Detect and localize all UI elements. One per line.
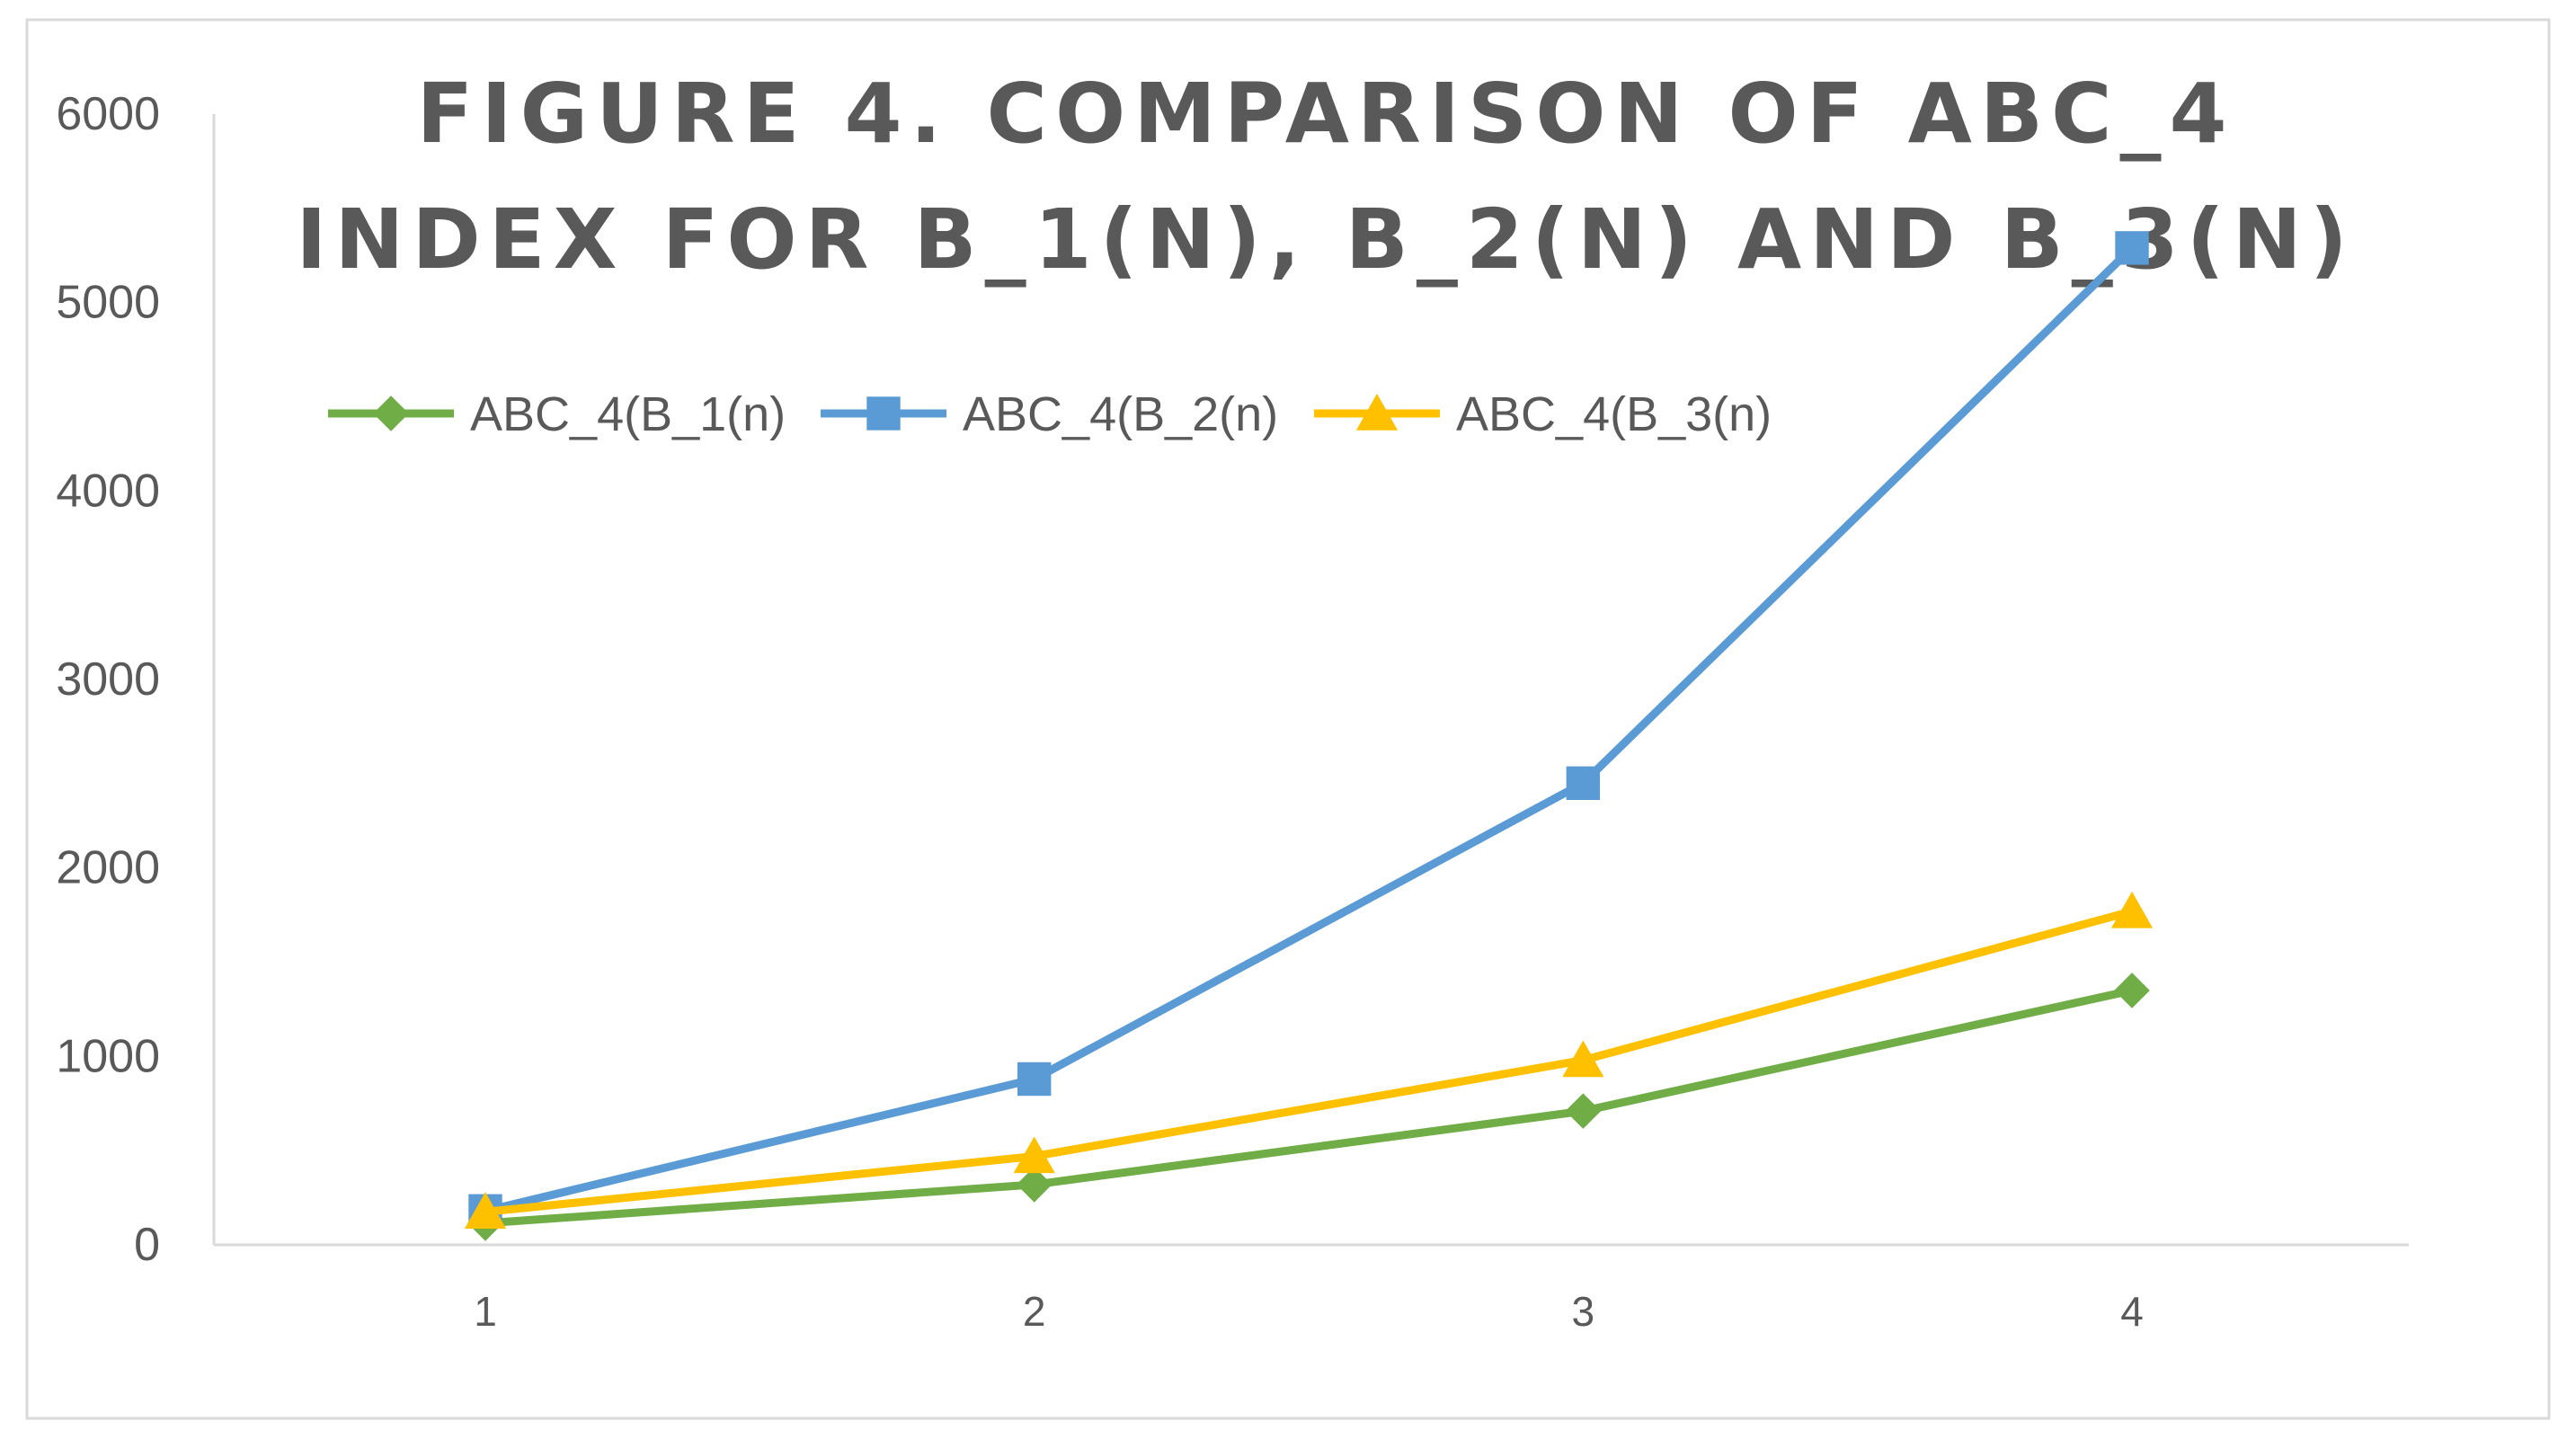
chart-title: FIGURE 4. COMPARISON OF ABC_4 INDEX FOR … <box>296 66 2356 288</box>
y-tick-label-1000: 1000 <box>56 1030 160 1082</box>
legend-item-1: ABC_4(B_1(n) <box>328 387 786 441</box>
series-3-point-2 <box>1013 1136 1055 1174</box>
y-tick-label-5000: 5000 <box>56 277 160 329</box>
series-layer <box>464 231 2154 1241</box>
series-3-point-1 <box>464 1192 507 1230</box>
legend-item-3: ABC_4(B_3(n) <box>1314 387 1772 441</box>
x-tick-label-1: 1 <box>474 1288 497 1335</box>
series-1-point-3 <box>1565 1093 1602 1129</box>
legend-swatch-marker-2 <box>866 396 901 431</box>
x-axis-tick-labels: 1 2 3 4 <box>474 1288 2144 1335</box>
x-tick-label-3: 3 <box>1572 1288 1595 1335</box>
legend-label-2: ABC_4(B_2(n) <box>963 387 1278 441</box>
chart-title-line-1: FIGURE 4. COMPARISON OF ABC_4 <box>417 66 2235 162</box>
series-3-point-3 <box>1562 1040 1604 1078</box>
series-2-point-2 <box>1017 1062 1052 1097</box>
legend-swatch-marker-1 <box>373 395 409 431</box>
series-2-point-4 <box>2115 231 2149 265</box>
legend-item-2: ABC_4(B_2(n) <box>821 387 1278 441</box>
y-tick-label-2000: 2000 <box>56 842 160 894</box>
axes <box>212 114 2409 1247</box>
y-tick-label-0: 0 <box>134 1219 160 1271</box>
series-3-point-4 <box>2110 891 2154 928</box>
series-3 <box>464 891 2154 1230</box>
series-3-line <box>481 907 2136 1216</box>
x-tick-label-4: 4 <box>2120 1288 2144 1335</box>
legend-swatch-marker-3 <box>1355 394 1399 431</box>
y-tick-label-3000: 3000 <box>56 653 160 706</box>
y-tick-label-4000: 4000 <box>56 465 160 517</box>
series-1-line <box>481 986 2136 1228</box>
series-2-point-3 <box>1566 766 1601 801</box>
legend: ABC_4(B_1(n) ABC_4(B_2(n) ABC_4(B_3(n) <box>328 387 1772 441</box>
series-1-point-4 <box>2114 973 2150 1008</box>
y-axis-tick-labels: 0 1000 2000 3000 4000 5000 6000 <box>56 88 160 1271</box>
legend-label-3: ABC_4(B_3(n) <box>1456 387 1772 441</box>
series-1-point-2 <box>1016 1167 1053 1203</box>
x-tick-label-2: 2 <box>1023 1288 1046 1335</box>
series-2-line <box>481 244 2136 1215</box>
legend-label-1: ABC_4(B_1(n) <box>470 387 786 441</box>
y-tick-label-6000: 6000 <box>56 88 160 140</box>
chart-title-line-2: INDEX FOR B_1(N), B_2(N) AND B_3(N) <box>296 191 2356 288</box>
